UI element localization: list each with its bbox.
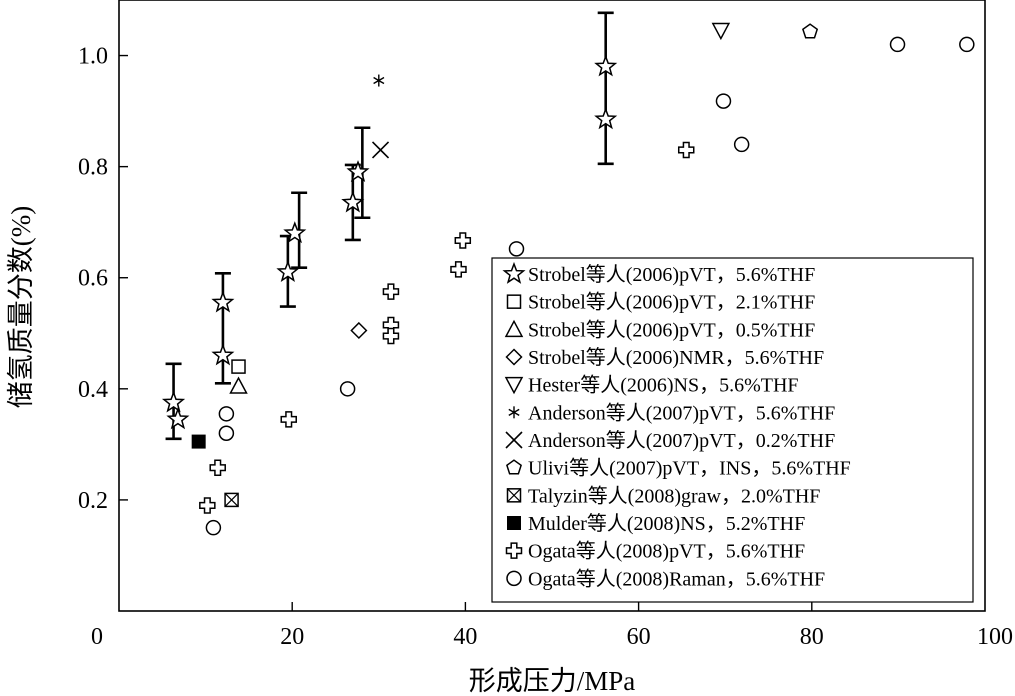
legend-label: Talyzin等人(2008)graw，2.0%THF <box>528 484 820 507</box>
data-point-circle <box>889 36 906 53</box>
data-point-circle <box>205 519 222 536</box>
legend-marker-filled-square <box>507 516 521 530</box>
legend-marker-circle <box>506 570 522 587</box>
data-point-star <box>341 190 365 213</box>
legend-label: Hester等人(2006)NS，5.6%THF <box>528 374 799 397</box>
data-point-cross <box>450 261 467 278</box>
legend-label: Anderson等人(2007)pVT，0.2%THF <box>528 429 835 452</box>
x-tick-label: 100 <box>977 624 1013 650</box>
data-point-square <box>231 359 246 374</box>
data-point-circle <box>218 425 235 442</box>
x-tick-label: 20 <box>280 624 304 650</box>
data-point-circle <box>959 36 975 53</box>
legend-marker-square-x <box>506 488 522 503</box>
x-tick-label: 40 <box>453 624 477 650</box>
data-point-star <box>276 260 300 283</box>
y-axis-label: 储氢质量分数(%) <box>6 206 36 408</box>
data-point-star <box>211 290 235 313</box>
legend: Strobel等人(2006)pVT，5.6%THF Strobel等人(2006… <box>491 257 974 603</box>
data-point-star <box>166 407 190 430</box>
data-point-diamond <box>350 321 368 340</box>
data-point-star <box>594 54 618 77</box>
data-point-cross <box>199 497 216 514</box>
y-tick-label: 0.8 <box>78 155 108 181</box>
data-point-circle <box>508 241 525 257</box>
legend-label: Strobel等人(2006)pVT，0.5%THF <box>528 318 815 341</box>
data-point-star <box>594 107 618 130</box>
data-point-filled-square <box>191 434 206 449</box>
legend-marker-square <box>506 294 522 309</box>
legend-marker-diamond <box>505 348 523 366</box>
legend-box <box>491 257 974 603</box>
data-point-square-x <box>224 492 239 508</box>
data-point-cross <box>209 459 226 476</box>
legend-marker-x <box>505 431 523 449</box>
error-bar <box>214 271 231 385</box>
legend-label: Strobel等人(2006)pVT，2.1%THF <box>528 291 815 314</box>
data-point-star <box>283 221 307 244</box>
data-point-star <box>161 390 186 413</box>
x-tick-label: 80 <box>800 624 824 650</box>
error-bar <box>597 11 614 166</box>
data-point-cross <box>382 327 400 345</box>
data-point-pentagon <box>802 23 819 39</box>
legend-label: Anderson等人(2007)pVT，5.6%THF <box>528 401 835 424</box>
y-tick-label: 1.0 <box>78 44 108 70</box>
legend-marker-star <box>502 261 526 284</box>
x-axis-label: 形成压力/MPa <box>469 666 636 696</box>
ticks: 0 20 40 60 80 100 0.2 0.4 0.6 0.8 1.0 <box>78 44 1013 650</box>
legend-label: Mulder等人(2008)NS，5.2%THF <box>528 512 805 535</box>
legend-label: Strobel等人(2006)pVT，5.6%THF <box>528 263 815 286</box>
data-point-circle <box>339 381 356 397</box>
data-point-star <box>346 160 370 183</box>
y-tick-label: 0.2 <box>78 488 108 514</box>
legend-marker-cross <box>505 542 523 559</box>
x-tick-label: 60 <box>627 624 651 650</box>
data-markers <box>161 22 975 536</box>
legend-label: Ogata等人(2008)Raman，5.6%THF <box>528 567 825 590</box>
data-point-cross <box>454 232 472 249</box>
x-tick-label: 0 <box>91 624 103 650</box>
data-point-asterisk <box>373 74 385 87</box>
y-tick-label: 0.4 <box>78 377 108 403</box>
data-point-star <box>211 343 235 366</box>
legend-marker-triangle-up <box>504 319 524 338</box>
legend-marker-triangle-down <box>504 376 524 395</box>
plot-frame <box>118 0 986 612</box>
legend-label: Ogata等人(2008)pVT，5.6%THF <box>528 540 805 563</box>
legend-marker-pentagon <box>506 459 522 475</box>
data-point-triangle-up <box>229 376 248 394</box>
data-point-cross <box>677 141 695 159</box>
legend-marker-asterisk <box>508 406 520 419</box>
y-tick-label: 0.6 <box>78 266 108 292</box>
data-point-x <box>371 141 390 159</box>
data-point-triangle-down <box>711 22 731 41</box>
legend-label: Strobel等人(2006)NMR，5.6%THF <box>528 346 824 369</box>
legend-label: Ulivi等人(2007)pVT，INS，5.6%THF <box>528 457 851 480</box>
data-point-cross <box>280 411 297 428</box>
data-point-circle <box>218 406 235 422</box>
data-point-cross <box>382 283 400 300</box>
data-point-circle <box>733 136 750 153</box>
data-point-circle <box>715 93 732 109</box>
